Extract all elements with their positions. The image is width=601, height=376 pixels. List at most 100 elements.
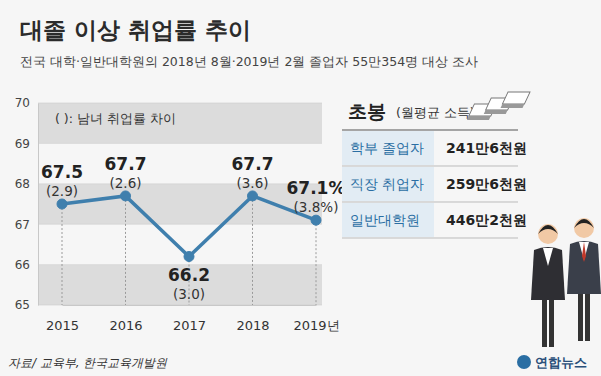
credit-logo [517,355,531,369]
icon-part [501,104,525,108]
tick-label: 65 [15,298,30,312]
tick-label: 68 [15,177,30,191]
table-label: 일반대학원 [350,212,420,228]
tick-label: 69 [15,137,30,151]
data-point [311,215,321,225]
panel-title: 초봉 [348,100,386,122]
annotation: ( ): 남녀 취업률 차이 [55,111,176,126]
gap-label: (3.6) [236,175,268,191]
data-label: 67.7 [232,154,274,174]
grid-line [38,143,322,144]
source: 자료/ 교육부, 한국교육개발원 [8,356,168,370]
data-label: 66.2 [168,265,210,285]
y-tick: 65 [15,298,38,312]
grid-band [38,143,322,183]
x-tick: 2018 [236,305,269,333]
table-cell-bg [342,131,434,165]
data-point [57,199,67,209]
figure-part [549,292,554,347]
table-value: 241만6천원 [446,140,527,156]
x-tick: 2015 [46,305,79,333]
data-point [184,252,194,262]
tick-label: 2015 [46,318,79,333]
icon-part [484,110,508,114]
drop-line [62,204,63,305]
grid [38,103,322,305]
grid-line [38,103,322,104]
gap-label: (3.8%) [294,199,339,215]
data-point [248,191,258,201]
icon-part [502,92,530,104]
figure-part [543,248,553,266]
tick-label: 67 [15,218,30,232]
y-tick: 68 [15,177,38,191]
table-rule [342,166,518,167]
grid-band [38,265,322,305]
figure-part [582,242,586,262]
side-panel: 초봉 (월평균 소득) 학부 졸업자 241만6천원직장 취업자 259만6천원일반대학… [342,92,530,238]
figure-part [567,241,601,294]
x-axis: 2015 2016 2017 2018 2019년 [46,305,340,333]
grid-band [38,184,322,224]
figure-part [538,224,558,244]
table-cell-bg [342,203,434,237]
tick-label: 2017 [173,318,206,333]
credit-text: 연합뉴스 [535,355,587,370]
drop-line [252,196,253,305]
y-tick: 67 [15,218,38,232]
figure-part [585,286,590,341]
figure-part [542,292,547,347]
panel-subtitle: (월평균 소득) [396,105,475,120]
gap-label: (2.6) [109,175,141,191]
grid-band [38,224,322,264]
table-value: 259만6천원 [446,176,527,192]
table-value: 446만2천원 [446,212,527,228]
x-tick: 2016 [109,305,142,333]
tick-label: 66 [15,258,30,272]
title: 대졸 이상 취업률 추이 [20,17,251,43]
credit: 연합뉴스 [517,355,587,370]
figure-part [531,247,565,300]
gap-label: (3.0) [173,286,205,302]
table-label: 학부 졸업자 [350,140,424,156]
subtitle: 전국 대학·일반대학원의 2018년 8월·2019년 2월 졸업자 55만35… [20,54,478,69]
grid-line [38,183,322,184]
x-tick: 2017 [173,305,206,333]
data-label: 67.5 [41,162,83,182]
table-label: 직장 취업자 [350,176,424,192]
tick-label: 2016 [109,318,142,333]
table-rule [342,238,518,239]
figure-part [574,218,594,238]
figure-part [538,225,558,234]
axis-line [38,104,39,306]
data-line [62,196,316,257]
table-cell-bg [342,167,434,201]
gap-label: (2.9) [46,183,78,199]
people-illustration [531,218,601,347]
table-rule [342,202,518,203]
axis-line [63,305,317,306]
drop-line [316,220,317,305]
data-label: 67.1% [287,178,346,198]
money-icon [467,92,530,120]
grid-band [38,103,322,143]
figure-part [574,219,594,228]
plot-marks [57,191,321,305]
figure-part [578,286,583,341]
icon-part [467,116,491,120]
y-axis: 65 66 67 68 69 70 [15,96,39,312]
background [0,0,601,376]
data-label: 67.7 [105,154,147,174]
data-point [121,191,131,201]
y-tick: 70 [15,96,38,110]
chart-root: 대졸 이상 취업률 추이전국 대학·일반대학원의 2018년 8월·2019년 … [0,0,601,376]
data-labels: 67.5(2.9)67.7(2.6)66.2(3.0)67.7(3.6)67.1… [41,154,345,302]
grid-line [38,305,322,306]
tick-label: 2018 [236,318,269,333]
y-tick: 69 [15,137,38,151]
table-rule [342,129,518,130]
y-tick: 66 [15,258,38,272]
x-tick: 2019년 [293,305,339,333]
grid-line [38,224,322,225]
tick-label: 2019년 [293,318,339,333]
